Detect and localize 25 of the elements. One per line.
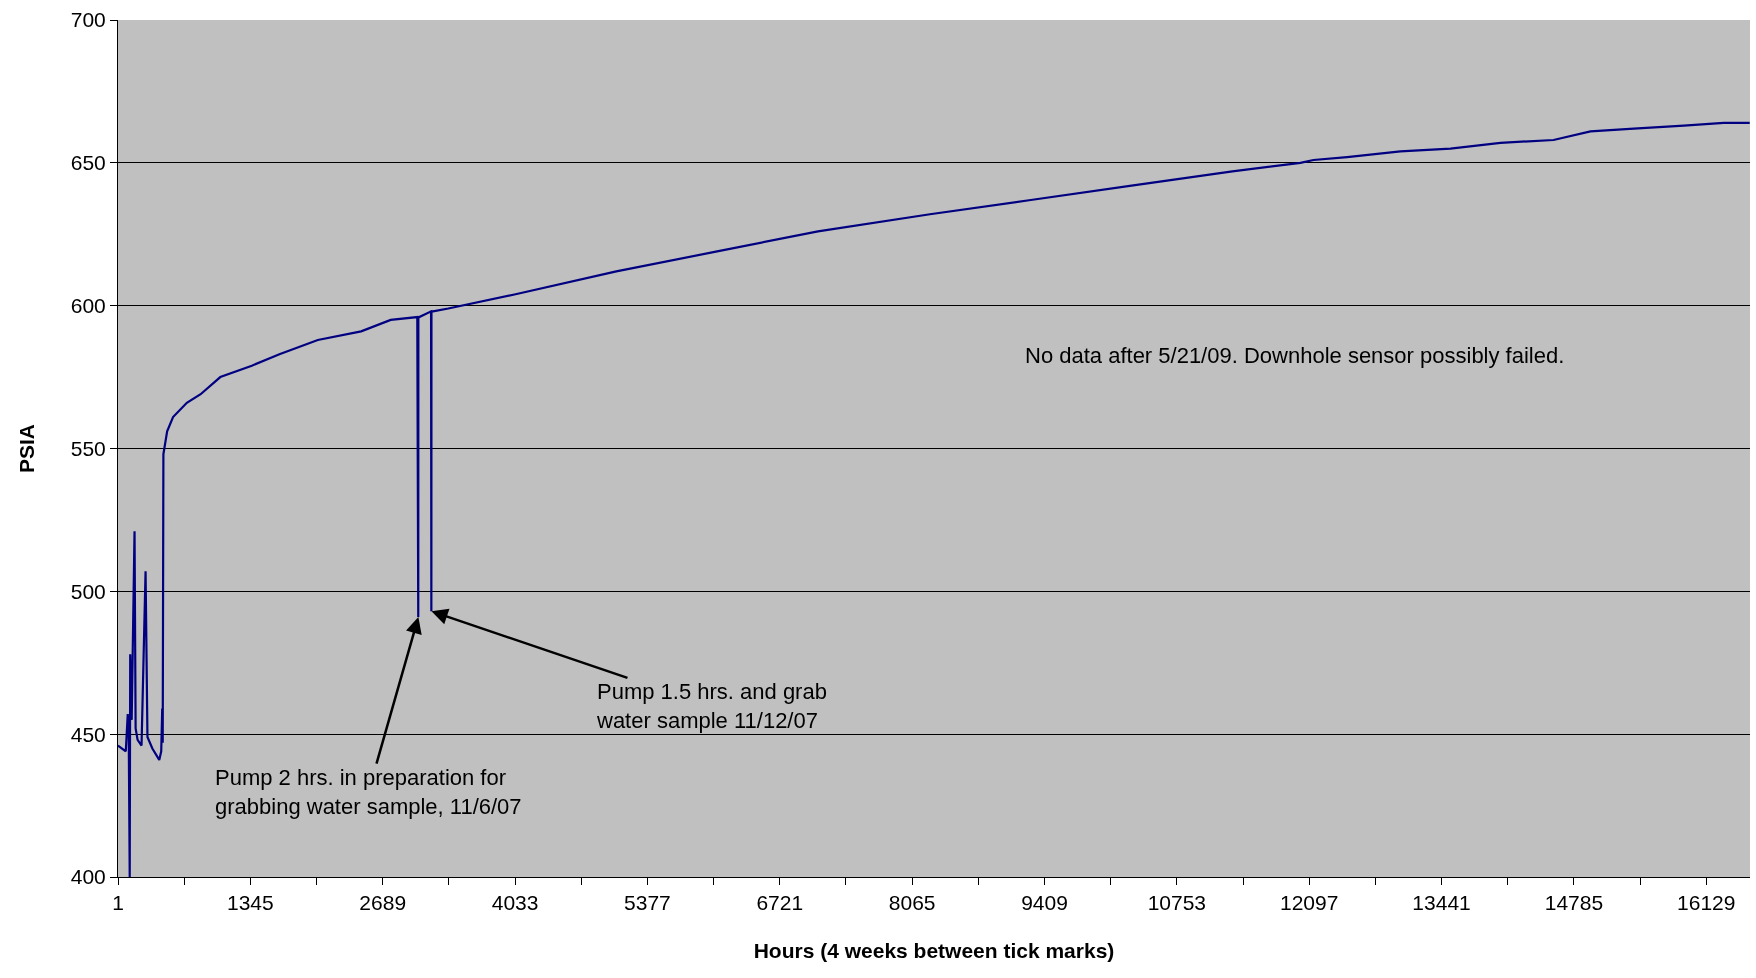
annotation: No data after 5/21/09. Downhole sensor possibly failed. (1025, 343, 1565, 368)
x-tick-label: 8065 (888, 891, 936, 915)
y-tick-label: 700 (70, 8, 106, 32)
annotation: Pump 2 hrs. in preparation for grabbing water sample, 11/6/07 (215, 765, 522, 819)
x-tick-label: 2689 (359, 891, 407, 915)
y-axis-title: PSIA (14, 423, 38, 474)
y-tick-label: 650 (70, 151, 106, 175)
y-tick-label: 450 (70, 722, 106, 746)
x-tick-label: 13441 (1412, 891, 1471, 915)
x-tick-label: 9409 (1021, 891, 1068, 915)
x-tick-label: 14785 (1544, 891, 1604, 915)
y-tick-label: 600 (70, 294, 106, 318)
y-tick-label: 500 (70, 579, 106, 603)
annotation: Pump 1.5 hrs. and grab water sample 11/12/07 (596, 679, 827, 733)
x-tick-label: 4033 (491, 891, 539, 915)
x-axis-title: Hours (4 weeks between tick marks) (753, 939, 1115, 963)
x-tick-label: 12097 (1280, 891, 1339, 915)
x-tick-label: 10753 (1147, 891, 1207, 915)
x-tick-label: 6721 (756, 891, 804, 915)
x-tick-label: 1345 (227, 891, 274, 915)
x-tick-label: 5377 (624, 891, 671, 915)
x-tick-label: 1 (112, 891, 124, 915)
y-tick-label: 400 (70, 865, 106, 889)
x-tick-label: 16129 (1677, 891, 1736, 915)
y-tick-label: 550 (70, 436, 106, 460)
